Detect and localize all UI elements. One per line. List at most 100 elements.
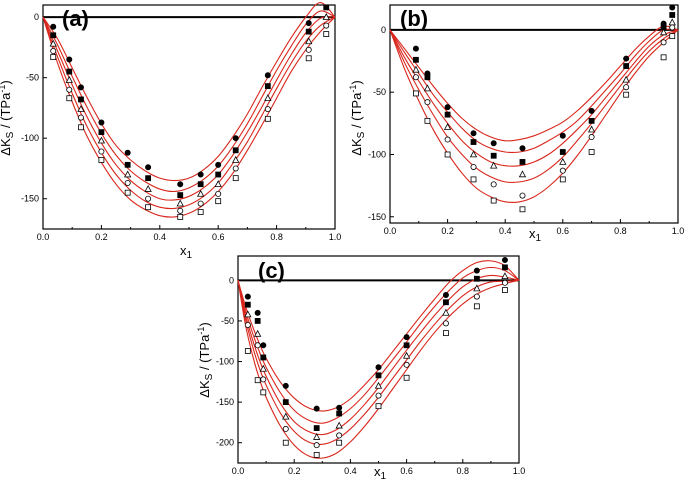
data-point-open-circle — [424, 99, 431, 106]
data-point-open-triangle — [244, 310, 252, 318]
data-point-open-square — [660, 54, 667, 61]
data-point-filled-circle — [588, 107, 595, 114]
data-point-filled-square — [413, 56, 419, 63]
data-point-filled-circle — [260, 342, 267, 349]
data-point-open-square — [413, 90, 419, 97]
data-point-open-triangle — [214, 180, 222, 188]
data-point-open-circle — [519, 192, 526, 199]
data-point-open-triangle — [49, 39, 57, 47]
data-point-open-triangle — [176, 199, 184, 207]
x-axis-label-main: x — [374, 464, 381, 479]
data-point-open-circle — [264, 106, 271, 113]
data-point-filled-circle — [254, 309, 261, 316]
y-axis-label-close: ) — [349, 80, 364, 84]
data-point-open-circle — [232, 165, 239, 172]
data-point-open-circle — [470, 163, 477, 170]
data-point-open-square — [443, 330, 449, 337]
data-point-open-square — [313, 451, 320, 458]
data-point-filled-circle — [473, 267, 480, 274]
data-point-filled-circle — [244, 293, 251, 300]
data-point-open-triangle — [197, 189, 205, 197]
x-axis-label-main: x — [529, 226, 536, 241]
data-point-filled-square — [197, 181, 204, 188]
data-point-open-square — [623, 91, 630, 98]
data-point-filled-square — [559, 149, 566, 155]
data-point-open-triangle — [77, 105, 85, 112]
data-point-filled-square — [375, 372, 382, 379]
x-axis-label-sub: 1 — [187, 250, 193, 261]
data-point-filled-circle — [282, 382, 289, 389]
data-point-open-triangle — [442, 308, 450, 316]
data-point-filled-circle — [559, 132, 566, 139]
data-point-open-circle — [177, 207, 184, 214]
data-point-filled-square — [305, 28, 312, 35]
fit-curve-1 — [389, 25, 679, 142]
data-point-filled-square — [177, 192, 184, 198]
data-point-filled-square — [623, 63, 630, 69]
data-point-filled-circle — [470, 130, 477, 137]
x-tick-label: 0.8 — [614, 226, 627, 236]
data-point-filled-square — [66, 68, 73, 75]
data-point-open-square — [232, 175, 239, 182]
data-point-open-circle — [215, 190, 222, 197]
data-point-open-triangle — [659, 28, 668, 36]
data-point-open-triangle — [232, 155, 240, 163]
y-axis-label-main: ΔK — [349, 138, 364, 156]
fit-curve-4 — [42, 16, 336, 210]
data-point-filled-circle — [403, 334, 410, 341]
x-axis-label: x1 — [180, 243, 193, 261]
data-point-open-circle — [313, 442, 320, 449]
data-point-open-circle — [403, 361, 410, 368]
data-point-filled-circle — [336, 404, 343, 411]
data-point-filled-square — [470, 139, 477, 145]
data-point-filled-square — [444, 111, 451, 118]
data-point-filled-circle — [50, 23, 57, 30]
data-point-filled-square — [588, 117, 595, 124]
panel-title: (c) — [258, 258, 285, 283]
data-point-open-circle — [66, 86, 73, 93]
y-axis-label-exp: -1 — [0, 85, 7, 93]
y-tick-label: -100 — [368, 149, 386, 159]
data-point-open-triangle — [65, 76, 73, 83]
data-point-open-square — [669, 33, 676, 40]
y-axis-label-unit: / (TPa — [197, 334, 212, 374]
x-tick-label: 0.0 — [384, 226, 397, 236]
fit-curve-3 — [389, 29, 679, 167]
data-point-open-triangle — [490, 161, 498, 169]
x-tick-label: 0.6 — [212, 232, 225, 242]
data-point-filled-square — [473, 275, 480, 282]
data-point-open-triangle — [264, 94, 272, 102]
data-point-open-circle — [660, 39, 667, 46]
chart-panel-a: 0.0 0.2 0.4 0.6 0.8 1.0 0 -50 -100 -150 (a) x1 ΔKS /… — [0, 2, 341, 261]
data-point-filled-square — [78, 96, 84, 103]
data-point-open-circle — [244, 321, 251, 328]
y-tick-label: -150 — [21, 194, 39, 204]
data-point-filled-circle — [124, 149, 131, 156]
data-point-filled-square — [403, 342, 410, 349]
y-tick-label: -100 — [216, 357, 234, 367]
data-point-filled-square — [424, 74, 431, 81]
data-point-filled-square — [232, 147, 239, 154]
data-point-open-triangle — [412, 65, 420, 73]
data-point-filled-square — [254, 318, 261, 324]
data-point-open-square — [98, 157, 105, 163]
data-point-open-square — [305, 55, 312, 62]
y-axis-label-sub: S — [356, 131, 367, 138]
data-point-open-square — [502, 287, 508, 293]
y-tick-label: 0 — [381, 25, 386, 35]
data-point-open-triangle — [622, 75, 630, 83]
y-tick-label: -50 — [373, 87, 386, 97]
data-point-open-triangle — [335, 421, 343, 429]
data-point-open-circle — [623, 84, 630, 91]
data-point-open-circle — [77, 114, 84, 121]
data-point-open-square — [197, 209, 204, 215]
y-tick-label: -50 — [221, 316, 234, 326]
fit-curve-4 — [389, 29, 679, 183]
data-point-filled-square — [443, 299, 449, 306]
y-axis-label-unit: / (TPa — [349, 92, 364, 132]
data-point-filled-square — [264, 83, 271, 90]
panel-title: (a) — [62, 6, 89, 31]
data-point-open-square — [424, 117, 431, 124]
fit-curve-5 — [389, 29, 679, 203]
